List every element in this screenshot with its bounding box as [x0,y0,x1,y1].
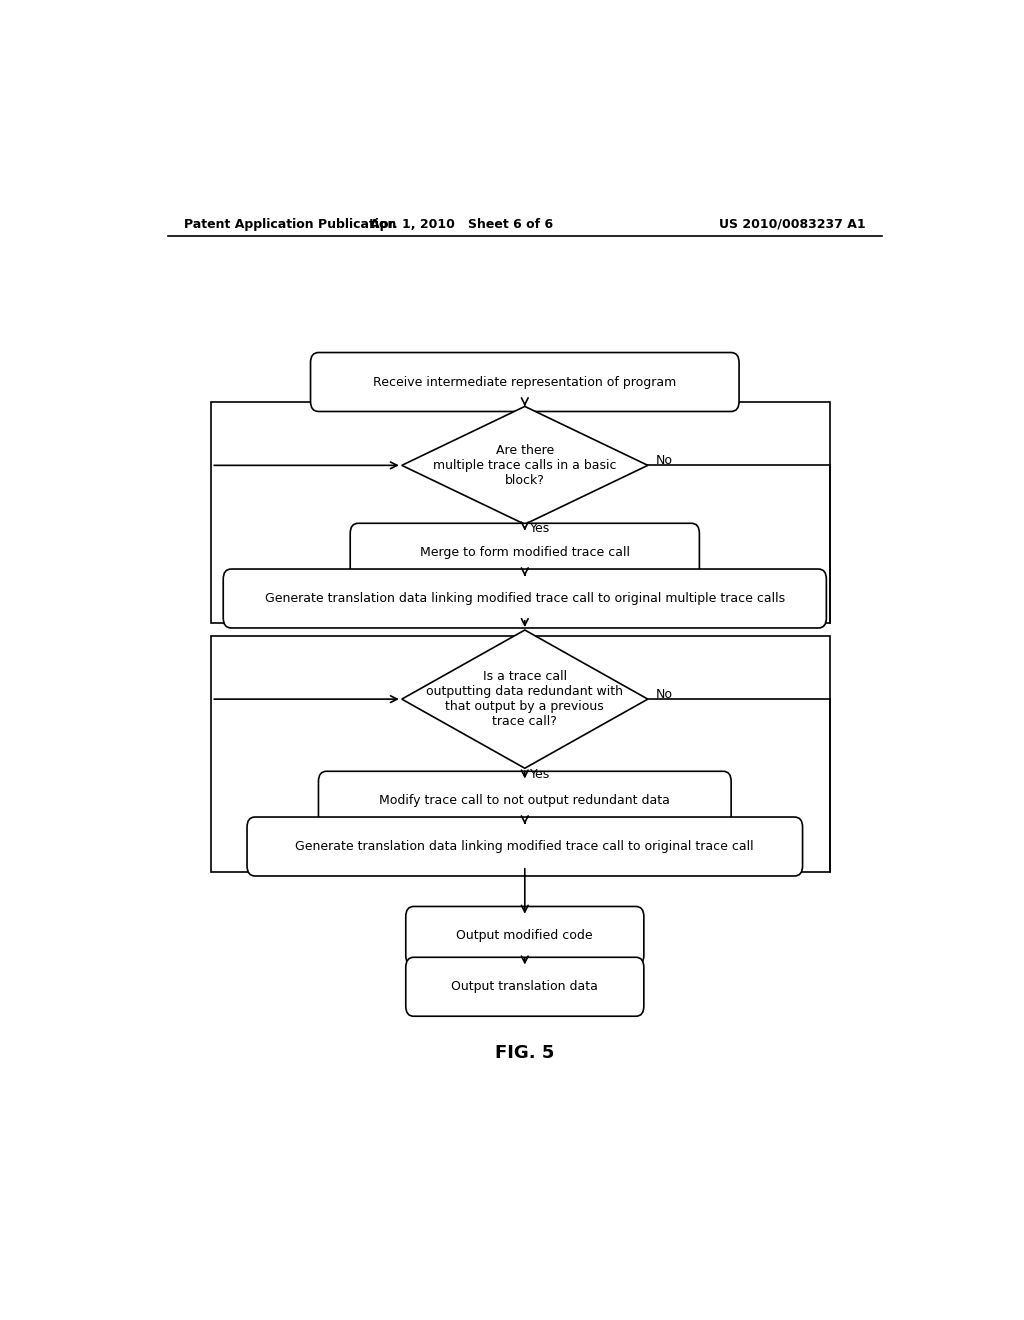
Text: Yes: Yes [530,523,551,536]
Text: Merge to form modified trace call: Merge to form modified trace call [420,546,630,560]
Text: Apr. 1, 2010   Sheet 6 of 6: Apr. 1, 2010 Sheet 6 of 6 [370,218,553,231]
FancyBboxPatch shape [318,771,731,830]
FancyBboxPatch shape [223,569,826,628]
Text: Modify trace call to not output redundant data: Modify trace call to not output redundan… [379,795,671,808]
Text: Output modified code: Output modified code [457,929,593,942]
FancyBboxPatch shape [350,523,699,582]
Text: Patent Application Publication: Patent Application Publication [183,218,396,231]
Text: Are there
multiple trace calls in a basic
block?: Are there multiple trace calls in a basi… [433,444,616,487]
Text: FIG. 5: FIG. 5 [496,1044,554,1061]
Text: No: No [655,688,673,701]
FancyBboxPatch shape [406,957,644,1016]
Text: Output translation data: Output translation data [452,981,598,993]
Text: Generate translation data linking modified trace call to original trace call: Generate translation data linking modifi… [296,840,754,853]
Polygon shape [401,630,648,768]
Text: Yes: Yes [530,768,551,781]
Text: Receive intermediate representation of program: Receive intermediate representation of p… [373,375,677,388]
FancyBboxPatch shape [247,817,803,876]
Text: Is a trace call
outputting data redundant with
that output by a previous
trace c: Is a trace call outputting data redundan… [426,671,624,729]
Polygon shape [401,407,648,524]
Text: No: No [655,454,673,467]
FancyBboxPatch shape [310,352,739,412]
Text: Generate translation data linking modified trace call to original multiple trace: Generate translation data linking modifi… [265,591,784,605]
Text: US 2010/0083237 A1: US 2010/0083237 A1 [720,218,866,231]
FancyBboxPatch shape [406,907,644,965]
